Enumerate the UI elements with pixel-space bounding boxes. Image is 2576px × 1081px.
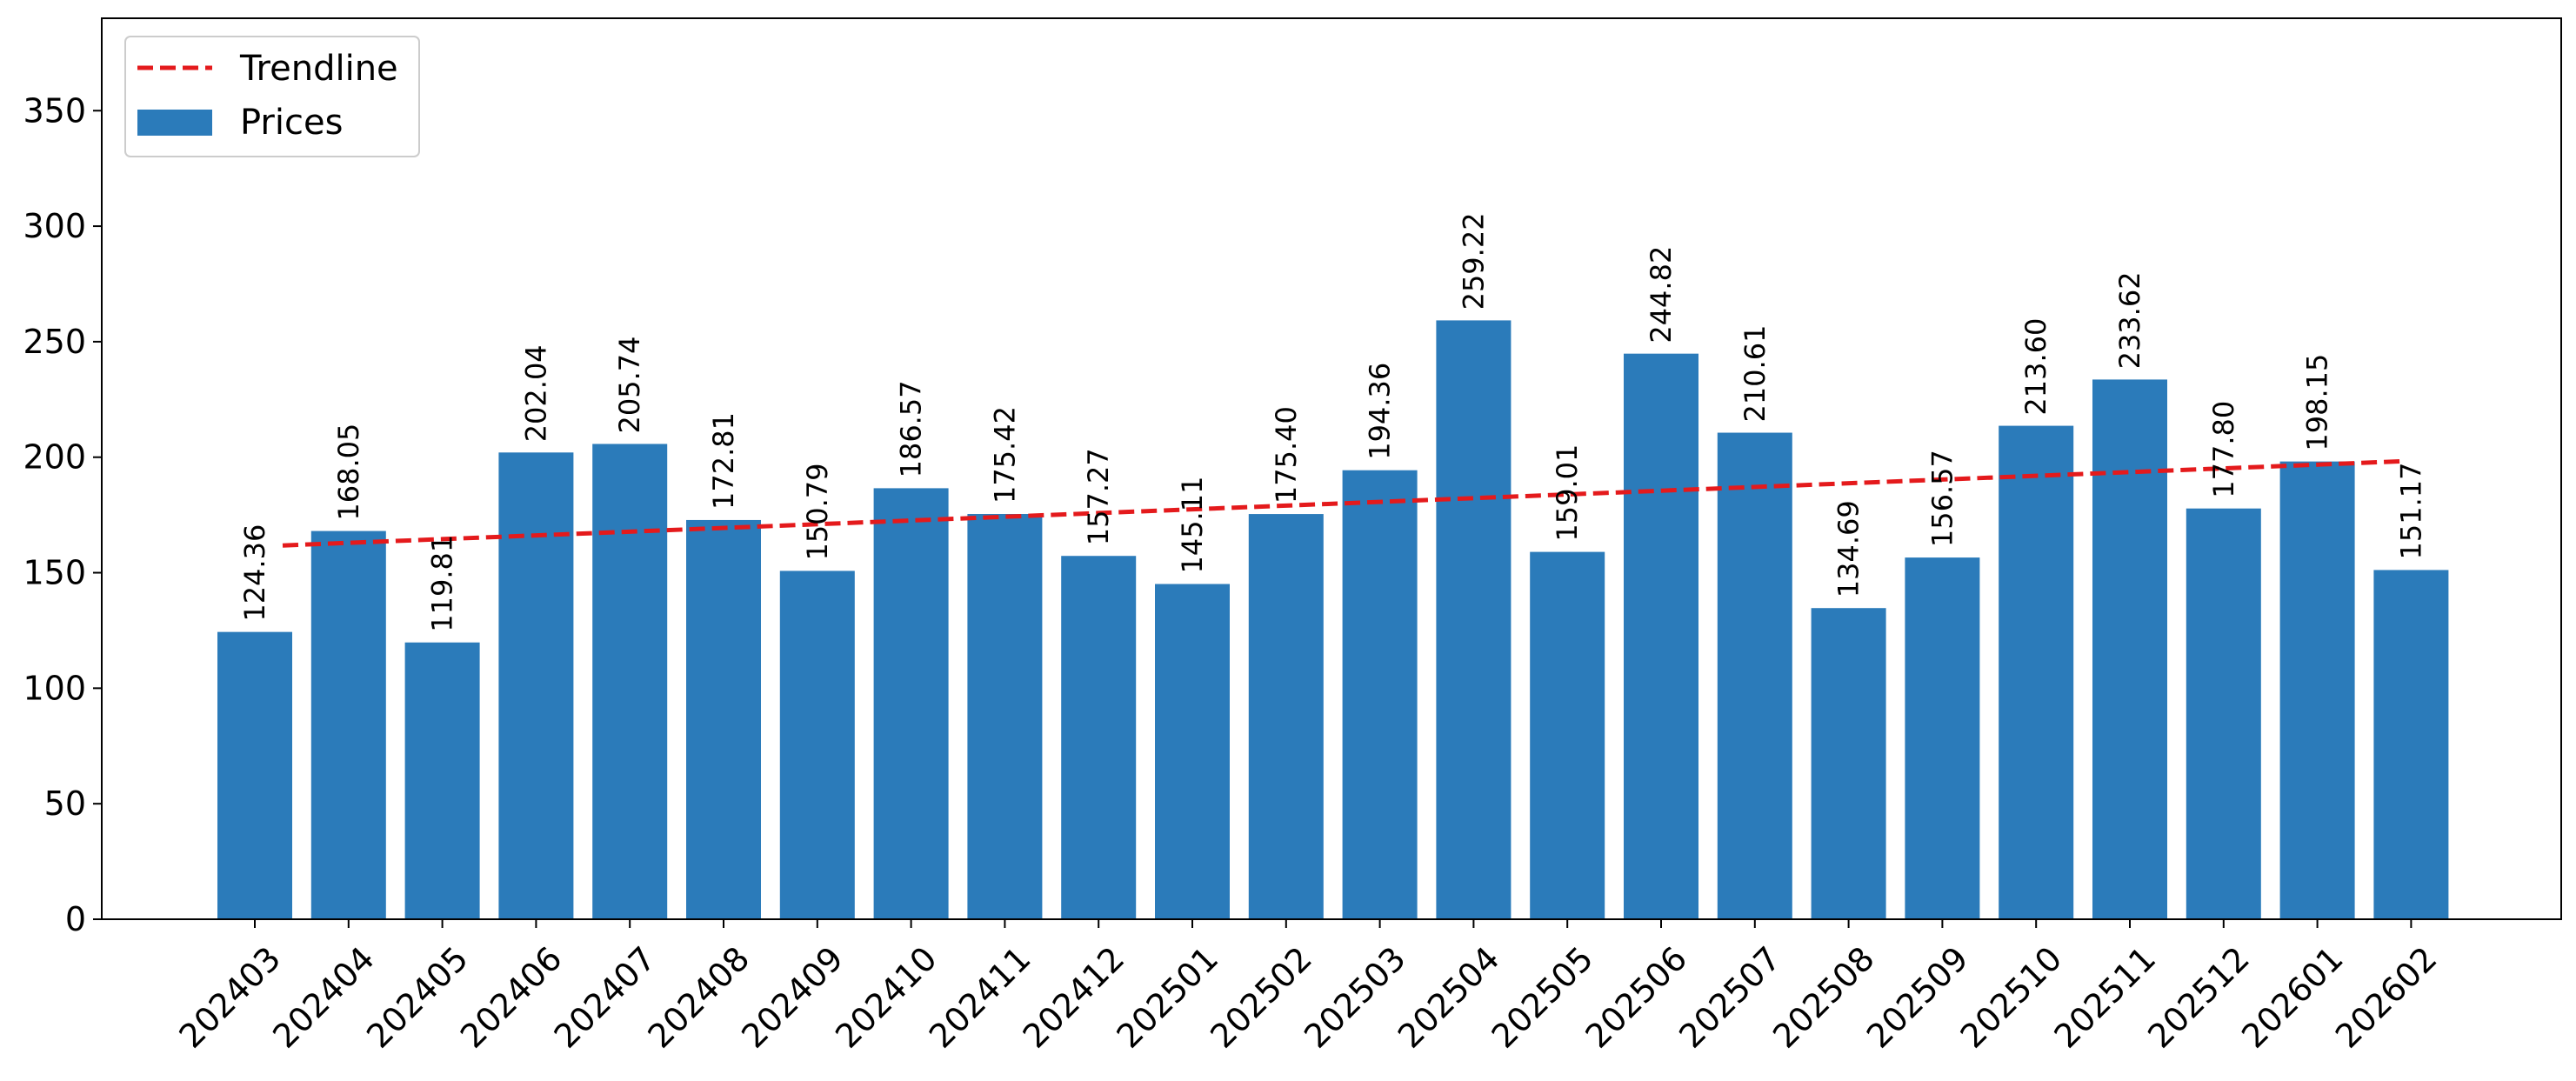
bar-value-label: 156.57	[1925, 450, 1959, 547]
y-tick-label: 50	[44, 784, 86, 823]
bars-layer	[217, 320, 2449, 919]
trendline	[282, 458, 2406, 548]
bar-202404	[310, 530, 386, 919]
bar-202507	[1717, 432, 1792, 919]
trendline-layer	[282, 458, 2406, 548]
y-tick-label: 200	[23, 438, 86, 477]
y-axis: 0 50 100 150 200 250 300 350	[23, 91, 102, 938]
legend-prices-swatch	[137, 110, 212, 136]
bar-202407	[592, 444, 668, 919]
x-tick-label: 202509	[1859, 939, 1976, 1056]
x-tick-label: 202403	[171, 939, 288, 1056]
bar-202510	[1999, 425, 2074, 919]
x-tick-label: 202504	[1391, 939, 1507, 1056]
bar-202409	[779, 571, 855, 919]
x-tick-label: 202512	[2140, 939, 2257, 1056]
x-tick-label: 202404	[265, 939, 382, 1056]
x-tick-label: 202405	[359, 939, 476, 1056]
x-tick-label: 202601	[2234, 939, 2351, 1056]
bar-202412	[1061, 556, 1137, 919]
x-tick-label: 202507	[1672, 939, 1788, 1056]
x-tick-label: 202501	[1109, 939, 1225, 1056]
y-tick-label: 0	[65, 900, 86, 938]
y-tick-label: 300	[23, 207, 86, 245]
x-axis: 2024032024042024052024062024072024082024…	[171, 919, 2445, 1056]
bar-value-label: 124.36	[238, 524, 271, 622]
y-tick-label: 150	[23, 554, 86, 592]
x-tick-label: 202408	[640, 939, 757, 1056]
x-tick-label: 202407	[547, 939, 664, 1056]
x-tick-label: 202506	[1578, 939, 1694, 1056]
bar-202511	[2092, 379, 2167, 919]
x-tick-label: 202411	[922, 939, 1038, 1056]
bar-202602	[2373, 570, 2449, 919]
bar-202406	[498, 452, 574, 919]
x-tick-label: 202511	[2046, 939, 2163, 1056]
x-tick-label: 202410	[828, 939, 944, 1056]
x-tick-label: 202505	[1485, 939, 1601, 1056]
bar-value-label: 205.74	[613, 337, 646, 434]
bar-202505	[1530, 551, 1605, 919]
bar-value-label: 186.57	[895, 380, 928, 477]
bar-value-label: 172.81	[707, 412, 740, 510]
bar-value-label: 175.40	[1270, 406, 1303, 504]
y-tick-label: 350	[23, 91, 86, 130]
bar-value-label: 134.69	[1832, 500, 1865, 597]
bar-value-label: 175.42	[988, 406, 1021, 504]
bar-value-label: 150.79	[801, 463, 834, 560]
bar-202408	[686, 519, 761, 919]
x-tick-label: 202510	[1953, 939, 2070, 1056]
bar-202403	[217, 631, 292, 919]
bar-value-label: 259.22	[1457, 212, 1490, 310]
bar-202512	[2186, 508, 2261, 919]
bar-value-label: 210.61	[1738, 325, 1772, 423]
y-tick-label: 100	[23, 669, 86, 707]
bar-labels-layer: 124.36 168.05 119.81 202.04 205.74 172.81 150.…	[238, 212, 2427, 631]
legend: Trendline Prices	[124, 36, 420, 157]
x-tick-label: 202406	[453, 939, 570, 1056]
bar-value-label: 157.27	[1082, 448, 1115, 545]
bar-value-label: 159.01	[1551, 444, 1584, 542]
x-tick-label: 202502	[1203, 939, 1319, 1056]
bar-202504	[1436, 320, 1512, 919]
x-tick-label: 202409	[734, 939, 851, 1056]
x-tick-label: 202412	[1016, 939, 1132, 1056]
plot-frame	[101, 17, 2562, 920]
bar-value-label: 202.04	[519, 344, 552, 442]
legend-prices-label: Prices	[240, 103, 343, 143]
x-tick-label: 202503	[1297, 939, 1413, 1056]
bar-value-label: 213.60	[2019, 318, 2052, 416]
bar-202503	[1342, 470, 1418, 919]
bar-value-label: 151.17	[2394, 462, 2427, 559]
bar-202411	[967, 514, 1043, 919]
bar-202509	[1905, 557, 1980, 919]
x-tick-label: 202508	[1765, 939, 1882, 1056]
bar-202501	[1155, 584, 1230, 919]
bar-202506	[1624, 353, 1698, 919]
bar-202410	[873, 488, 949, 919]
bar-value-label: 177.80	[2207, 401, 2240, 498]
bar-202601	[2279, 461, 2355, 919]
bar-value-label: 244.82	[1645, 246, 1678, 344]
bar-value-label: 233.62	[2113, 271, 2146, 369]
y-tick-label: 250	[23, 323, 86, 361]
x-tick-label: 202602	[2328, 939, 2445, 1056]
bar-value-label: 145.11	[1176, 477, 1209, 574]
bar-value-label: 119.81	[426, 535, 459, 632]
bar-value-label: 168.05	[332, 424, 365, 521]
bar-202502	[1248, 514, 1324, 919]
bar-value-label: 194.36	[1364, 363, 1397, 460]
bar-202405	[404, 642, 480, 919]
bar-value-label: 198.15	[2301, 354, 2334, 451]
bar-202508	[1811, 608, 1886, 919]
legend-trendline-label: Trendline	[239, 49, 398, 89]
